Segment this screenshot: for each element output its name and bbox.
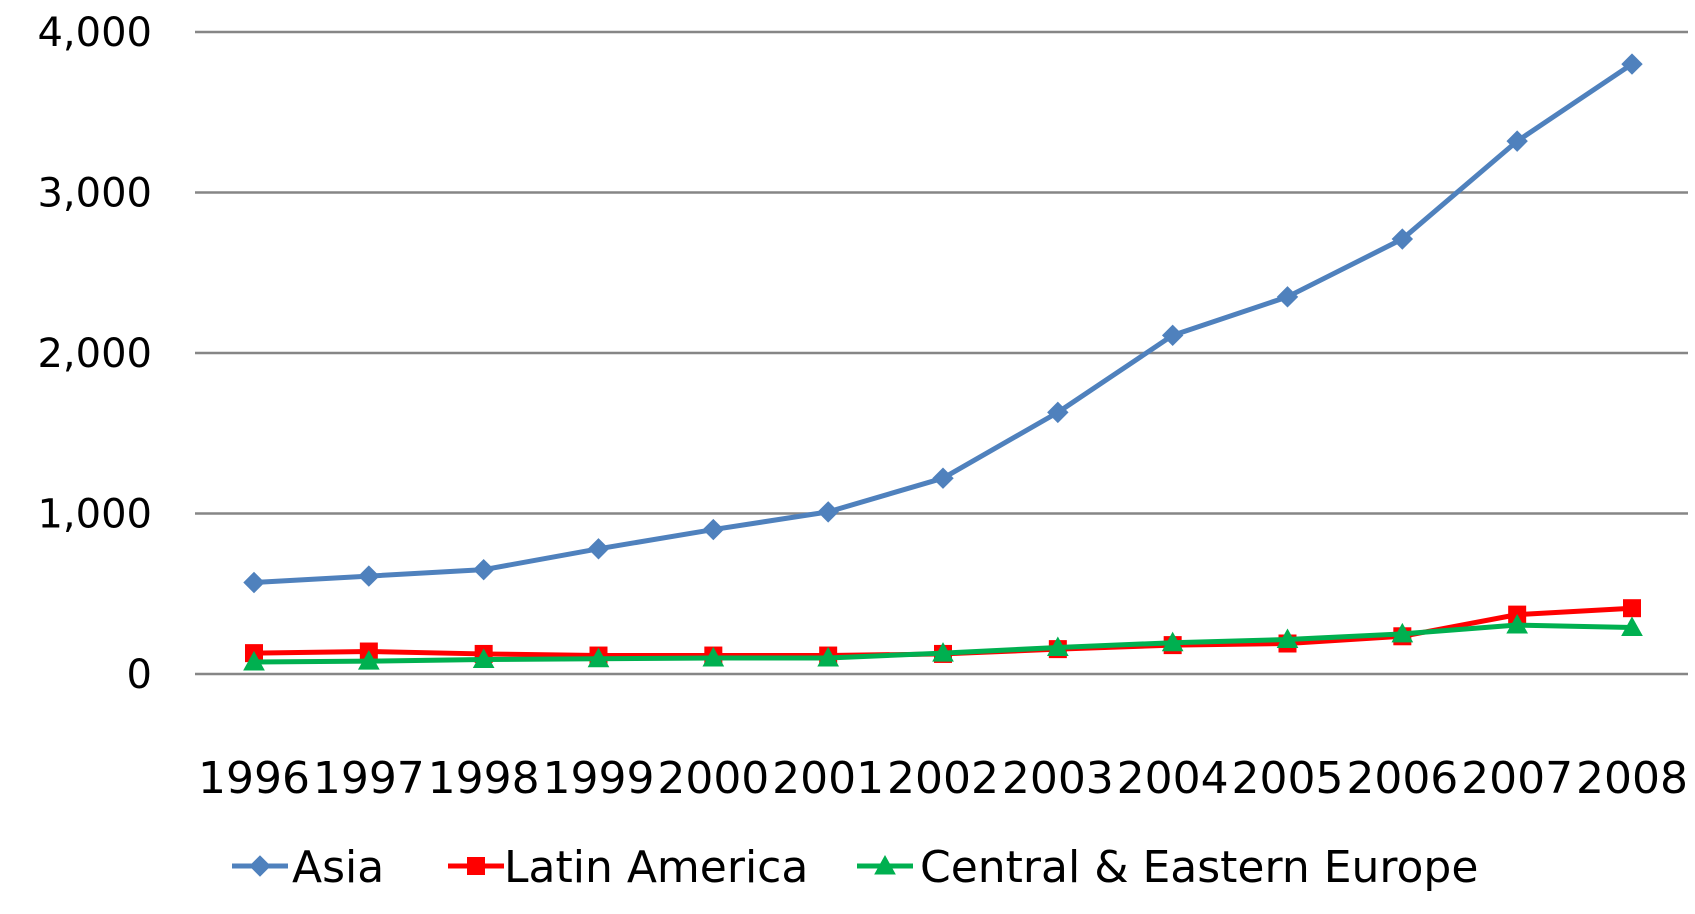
data-point xyxy=(243,571,265,594)
data-point xyxy=(932,467,954,489)
x-tick-label: 2005 xyxy=(1232,753,1344,804)
data-point xyxy=(1391,622,1414,643)
legend-label: Central & Eastern Europe xyxy=(920,842,1478,893)
data-point xyxy=(1621,616,1643,636)
data-point xyxy=(1161,631,1184,652)
y-tick-label: 3,000 xyxy=(37,171,152,217)
data-point xyxy=(932,642,954,662)
data-point xyxy=(1047,401,1069,424)
data-point xyxy=(587,538,610,560)
data-point xyxy=(472,558,495,581)
data-point xyxy=(472,648,495,669)
legend-marker xyxy=(874,854,896,875)
series-lines xyxy=(243,53,1643,671)
gridlines xyxy=(195,30,1688,676)
data-point xyxy=(587,647,610,668)
x-tick-label: 2007 xyxy=(1461,753,1573,804)
data-point xyxy=(357,650,380,670)
data-point xyxy=(1391,228,1414,250)
x-axis-ticks: 1996 1997 1998 1999 2000 2001 2002 2003 2004 2005… xyxy=(198,753,1688,804)
y-tick-label: 2,000 xyxy=(37,331,152,377)
y-tick-label: 0 xyxy=(127,652,152,698)
legend-marker xyxy=(467,857,485,875)
data-point xyxy=(702,646,725,667)
data-point xyxy=(1621,53,1643,75)
series-asia xyxy=(243,53,1643,594)
data-point xyxy=(358,565,380,587)
data-point xyxy=(817,646,840,667)
legend-item: Central & Eastern Europe xyxy=(857,842,1478,893)
y-tick-label: 4,000 xyxy=(37,10,152,56)
y-axis-ticks: 0 1,000 2,000 3,000 4,000 xyxy=(37,10,152,698)
x-tick-label: 1999 xyxy=(543,753,655,804)
legend-marker xyxy=(249,855,271,877)
data-point xyxy=(702,518,725,541)
data-point xyxy=(1506,130,1528,152)
data-point xyxy=(1276,286,1299,308)
series-central-eastern-europe xyxy=(243,614,1643,671)
legend-item: Latin America xyxy=(448,842,808,893)
legend: Asia Latin America Central & Eastern Europ… xyxy=(232,842,1478,893)
x-tick-label: 2004 xyxy=(1117,753,1229,804)
x-tick-label: 2001 xyxy=(772,753,884,804)
x-tick-label: 2003 xyxy=(1002,753,1114,804)
y-tick-label: 1,000 xyxy=(37,492,152,538)
x-tick-label: 1996 xyxy=(198,753,310,804)
legend-item: Asia xyxy=(232,842,384,893)
data-point xyxy=(1046,636,1069,657)
data-point xyxy=(243,650,265,671)
x-tick-label: 1997 xyxy=(313,753,425,804)
x-tick-label: 2008 xyxy=(1576,753,1688,804)
legend-label: Latin America xyxy=(504,842,808,893)
x-tick-label: 2006 xyxy=(1346,753,1458,804)
x-tick-label: 1998 xyxy=(428,753,540,804)
data-point xyxy=(1161,324,1184,347)
data-point xyxy=(1276,628,1299,648)
series-line xyxy=(253,62,1634,586)
data-point xyxy=(1506,614,1529,634)
data-point xyxy=(1623,599,1641,618)
x-tick-label: 2002 xyxy=(887,753,999,804)
legend-label: Asia xyxy=(292,842,384,893)
data-point xyxy=(817,501,839,523)
x-tick-label: 2000 xyxy=(657,753,769,804)
